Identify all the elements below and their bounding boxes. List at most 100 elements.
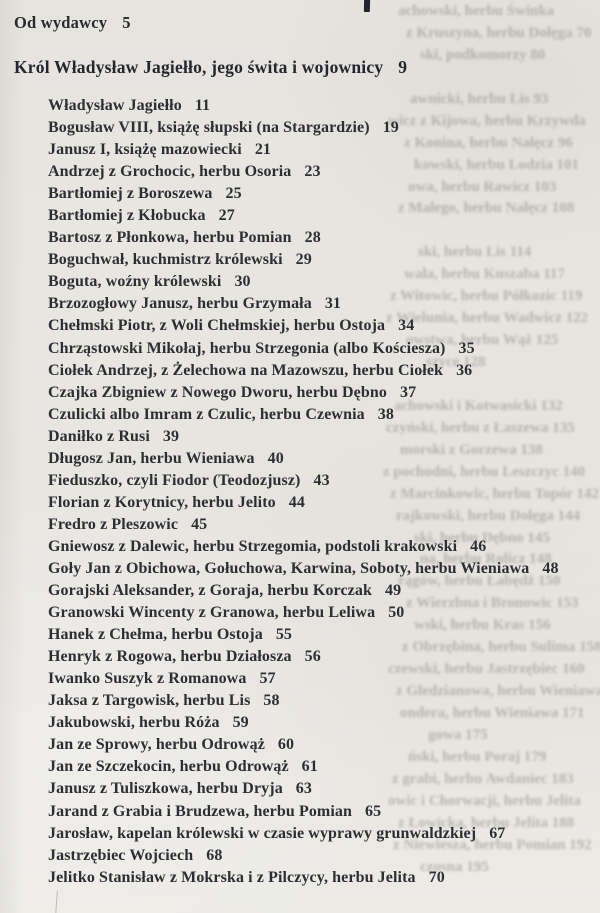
- entry-page: 46: [470, 537, 487, 555]
- entry-page: 30: [234, 273, 251, 291]
- entry-page: 11: [194, 97, 211, 114]
- entry-label: Czajka Zbigniew z Nowego Dworu, herbu Dę…: [48, 383, 387, 401]
- toc-entry: Bartłomiej z Kłobucka 27: [48, 207, 559, 229]
- toc-entry: Boguchwał, kuchmistrz królewski 29: [48, 251, 559, 273]
- entry-page: 27: [218, 207, 235, 225]
- entry-label: Andrzej z Grochocic, herbu Osoria: [48, 163, 292, 181]
- entry-page: 28: [304, 229, 321, 247]
- toc-entry: Jastrzębiec Wojciech 68: [48, 847, 559, 869]
- entry-label: Henryk z Rogowa, herbu Działosza: [48, 648, 292, 666]
- entry-label: Daniłko z Rusi: [48, 427, 150, 445]
- entry-label: Chełmski Piotr, z Woli Chełmskiej, herbu…: [48, 317, 386, 335]
- entry-label: Jarand z Grabia i Brudzewa, herbu Pomian: [48, 802, 353, 820]
- toc-entry: Florian z Korytnicy, herbu Jelito 44: [48, 494, 559, 516]
- entry-label: Janusz z Tuliszkowa, herbu Dryja: [48, 780, 283, 798]
- entry-label: Hanek z Chełma, herbu Ostoja: [48, 626, 263, 644]
- entry-page: 60: [277, 736, 295, 754]
- toc-entry: Jaksa z Targowisk, herbu Lis 58: [48, 692, 559, 714]
- toc-entry: Jelitko Stanisław z Mokrska i z Pilczycy…: [48, 869, 559, 891]
- toc-entry: Jan ze Szczekocin, herbu Odrowąż 61: [48, 758, 559, 780]
- toc-entry: Iwanko Suszyk z Romanowa 57: [48, 670, 559, 692]
- entry-page: 37: [399, 383, 417, 401]
- toc-entry: Gniewosz z Dalewic, herbu Strzegomia, po…: [48, 538, 559, 560]
- entry-page: 23: [304, 163, 321, 181]
- toc-entry: Władysław Jagiełło 11: [48, 97, 559, 119]
- toc-entry: Jakubowski, herbu Róża 59: [48, 714, 559, 736]
- entry-label: Bartosz z Płonkowa, herbu Pomian: [48, 229, 292, 247]
- paper-crease: [55, 890, 58, 913]
- toc-entry: Janusz z Tuliszkowa, herbu Dryja 63: [48, 780, 559, 802]
- entry-label: Fieduszko, czyli Fiodor (Teodozjusz): [48, 471, 301, 489]
- entry-label: Iwanko Suszyk z Romanowa: [48, 670, 247, 688]
- entry-page: 58: [263, 692, 280, 710]
- toc-entry: Goły Jan z Obichowa, Gołuchowa, Karwina,…: [48, 560, 559, 582]
- entry-label: Jarosław, kapelan królewski w czasie wyp…: [48, 824, 477, 842]
- entry-page: 68: [206, 846, 223, 864]
- entry-label: Jan ze Sprowy, herbu Odrowąż: [48, 736, 265, 754]
- ghost-line: [378, 67, 600, 89]
- toc-entry: Boguta, woźny królewski 30: [48, 273, 559, 295]
- entry-page: 38: [377, 405, 394, 423]
- toc-entry: Granowski Wincenty z Granowa, herbu Leli…: [48, 604, 559, 626]
- entry-label: Brzozogłowy Janusz, herbu Grzymała: [48, 295, 312, 313]
- entry-label: Granowski Wincenty z Granowa, herbu Leli…: [48, 604, 376, 622]
- entry-label: Jakubowski, herbu Róża: [48, 714, 220, 732]
- entry-label: Bogusław VIII, książę słupski (na Starga…: [48, 119, 370, 137]
- entry-label: Jastrzębiec Wojciech: [48, 846, 194, 864]
- entry-page: 19: [382, 119, 399, 137]
- toc-entry: Gorajski Aleksander, z Goraja, herbu Kor…: [48, 582, 559, 604]
- entry-page: 29: [295, 251, 312, 269]
- toc-entry: Fredro z Pleszowic 45: [48, 516, 559, 538]
- entry-label: Bartłomiej z Kłobucka: [48, 207, 206, 225]
- entry-label: Jaksa z Targowisk, herbu Lis: [48, 692, 251, 710]
- toc-entry: Henryk z Rogowa, herbu Działosza 56: [48, 648, 559, 670]
- entry-label: Janusz I, książę mazowiecki: [48, 141, 242, 159]
- toc-entry: Bogusław VIII, książę słupski (na Starga…: [48, 119, 559, 141]
- crop-mark: [363, 0, 371, 13]
- toc-entry: Janusz I, książę mazowiecki 21: [48, 141, 559, 163]
- entry-page: 57: [259, 670, 276, 688]
- entry-page: 36: [456, 361, 473, 379]
- entry-page: 61: [301, 758, 318, 776]
- toc-entry: Długosz Jan, herbu Wieniawa 40: [48, 450, 559, 472]
- toc-entry: Ciołek Andrzej, z Żelechowa na Mazowszu,…: [48, 362, 559, 384]
- toc-entry: Jarosław, kapelan królewski w czasie wyp…: [48, 825, 559, 847]
- toc-entry: Fieduszko, czyli Fiodor (Teodozjusz) 43: [48, 472, 559, 494]
- toc-entry: Jarand z Grabia i Brudzewa, herbu Pomian…: [48, 803, 559, 825]
- entry-label: Bartłomiej z Boroszewa: [48, 185, 213, 203]
- ghost-line: achowski, herbu Świnka: [398, 3, 555, 19]
- entry-page: 40: [267, 449, 284, 467]
- toc-entry: Daniłko z Rusi 39: [48, 428, 559, 450]
- entry-page: 65: [365, 802, 382, 820]
- toc-entry: Andrzej z Grochocic, herbu Osoria 23: [48, 163, 559, 185]
- toc-front-page: 5: [122, 13, 131, 32]
- toc-entry: Jan ze Sprowy, herbu Odrowąż 60: [48, 736, 559, 758]
- entry-label: Jelitko Stanisław z Mokrska i z Pilczycy…: [48, 868, 416, 886]
- ghost-line: ski, podkomorzy 80: [420, 46, 546, 63]
- entry-label: Florian z Korytnicy, herbu Jelito: [48, 493, 276, 511]
- entry-page: 56: [304, 648, 321, 666]
- entry-page: 55: [275, 626, 293, 644]
- entry-page: 45: [191, 515, 208, 533]
- entry-label: Boguchwał, kuchmistrz królewski: [48, 251, 283, 269]
- ghost-line: z Kruszyna, herbu Dołęga 70: [406, 24, 592, 41]
- toc-front-label: Od wydawcy: [14, 13, 108, 32]
- entry-label: Goły Jan z Obichowa, Gołuchowa, Karwina,…: [48, 559, 530, 577]
- entry-page: 49: [384, 582, 402, 600]
- toc-entry: Chełmski Piotr, z Woli Chełmskiej, herbu…: [48, 317, 559, 339]
- entry-label: Gorajski Aleksander, z Goraja, herbu Kor…: [48, 582, 372, 600]
- entry-page: 39: [162, 427, 180, 445]
- entry-label: Czulicki albo Imram z Czulic, herbu Czew…: [48, 405, 365, 423]
- entry-label: Jan ze Szczekocin, herbu Odrowąż: [48, 758, 289, 776]
- entry-page: 34: [398, 317, 415, 335]
- chapter-page: 9: [398, 57, 408, 77]
- chapter-title-row: Król Władysław Jagiełło, jego świta i wo…: [14, 57, 407, 78]
- toc-entry: Czulicki albo Imram z Czulic, herbu Czew…: [48, 406, 559, 428]
- entry-page: 63: [295, 780, 312, 798]
- entry-label: Długosz Jan, herbu Wieniawa: [48, 449, 255, 467]
- entry-page: 31: [324, 295, 342, 313]
- entry-label: Fredro z Pleszowic: [48, 515, 179, 533]
- chapter-title: Król Władysław Jagiełło, jego świta i wo…: [14, 57, 384, 77]
- toc-entry: Czajka Zbigniew z Nowego Dworu, herbu Dę…: [48, 384, 559, 406]
